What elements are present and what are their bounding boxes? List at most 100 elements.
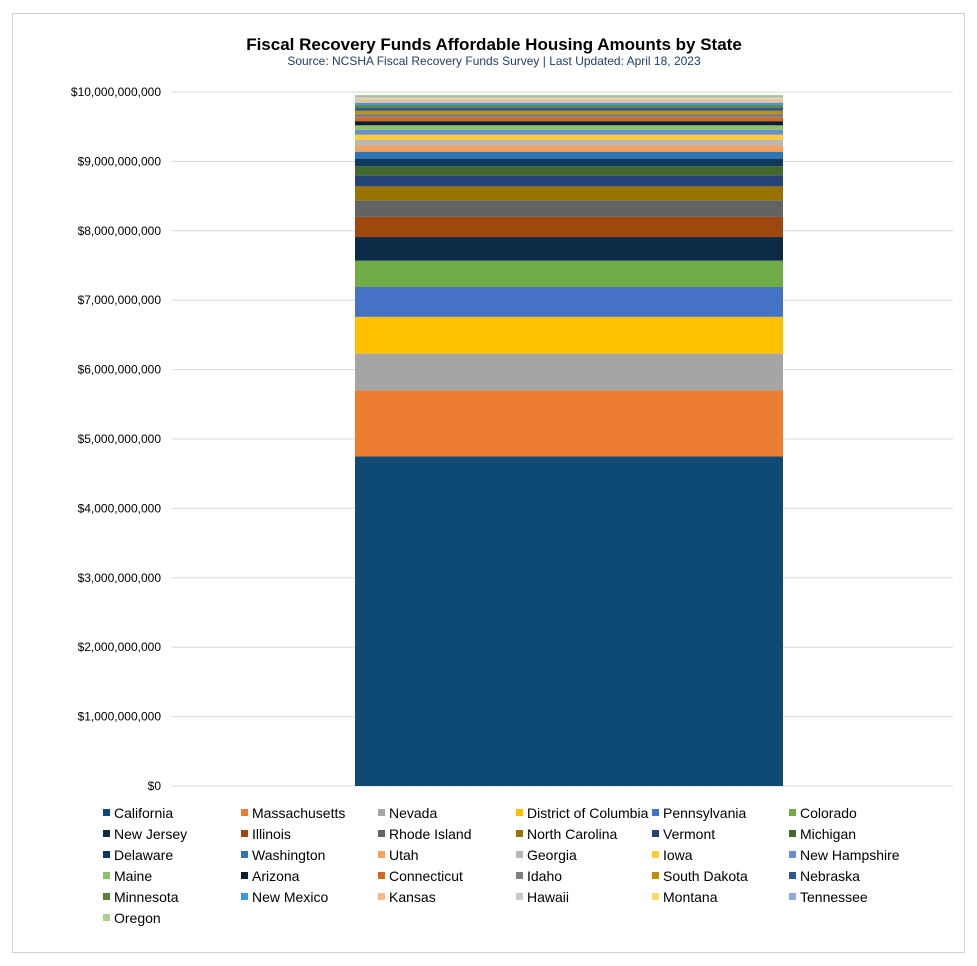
bar-segment-washington [355,151,783,159]
bar-segment-massachusetts [355,390,783,457]
legend-label: South Dakota [663,868,748,884]
legend-label: Iowa [663,847,693,863]
legend-label: Maine [114,868,152,884]
legend-swatch [103,872,110,879]
legend-label: Colorado [800,805,857,821]
legend-label: Rhode Island [389,826,472,842]
bar-segment-idaho [355,113,783,118]
y-tick-label: $10,000,000,000 [71,85,161,99]
bar-segment-montana [355,97,783,99]
legend-label: New Jersey [114,826,187,842]
y-tick-label: $5,000,000,000 [78,432,162,446]
bar-segment-iowa [355,134,783,140]
legend-swatch [103,893,110,900]
legend-label: Kansas [389,889,436,905]
bar-segment-arizona [355,121,783,126]
legend-label: Vermont [663,826,715,842]
bar-segment-district-of-columbia [355,316,783,354]
legend-swatch [516,893,523,900]
legend-label: North Carolina [527,826,617,842]
legend-label: Nebraska [800,868,860,884]
chart-subtitle: Source: NCSHA Fiscal Recovery Funds Surv… [287,54,701,68]
y-axis-ticks: $0 $1,000,000,000 $2,000,000,000 $3,000,000… [71,85,161,793]
y-tick-label: $4,000,000,000 [78,501,162,515]
legend-label: Minnesota [114,889,179,905]
y-tick-label: $7,000,000,000 [78,293,162,307]
legend-label: Washington [252,847,325,863]
bar-segment-new-hampshire [355,129,783,135]
legend-label: District of Columbia [527,805,649,821]
legend-swatch [652,830,659,837]
legend: California Massachusetts Nevada District of… [103,805,900,926]
legend-swatch [103,914,110,921]
legend-swatch [241,893,248,900]
bar-segment-vermont [355,175,783,187]
legend-label: Massachusetts [252,805,345,821]
legend-swatch [241,872,248,879]
bar-segment-hawaii [355,98,783,101]
legend-swatch [103,830,110,837]
legend-label: Idaho [527,868,562,884]
legend-swatch [378,851,385,858]
y-tick-label: $2,000,000,000 [78,640,162,654]
y-tick-label: $9,000,000,000 [78,154,162,168]
bar-segment-pennsylvania [355,287,783,317]
legend-label: Oregon [114,910,161,926]
bar-segment-california [355,456,783,786]
bar-segment-connecticut [355,117,783,122]
legend-swatch [789,872,796,879]
legend-swatch [241,851,248,858]
legend-label: California [114,805,173,821]
legend-swatch [378,893,385,900]
legend-label: Pennsylvania [663,805,746,821]
legend-swatch [652,851,659,858]
legend-label: Utah [389,847,419,863]
legend-label: Nevada [389,805,437,821]
legend-swatch [652,893,659,900]
legend-swatch [789,851,796,858]
bar-segment-nevada [355,353,783,391]
legend-swatch [241,830,248,837]
legend-label: Tennessee [800,889,868,905]
legend-swatch [516,851,523,858]
legend-swatch [789,830,796,837]
y-tick-label: $8,000,000,000 [78,224,162,238]
legend-swatch [378,872,385,879]
bar-segment-minnesota [355,105,783,108]
legend-swatch [652,872,659,879]
bar-segment-new-jersey [355,237,783,261]
y-tick-label: $1,000,000,000 [78,710,162,724]
legend-label: Hawaii [527,889,569,905]
legend-label: New Hampshire [800,847,900,863]
legend-swatch [516,809,523,816]
legend-swatch [516,830,523,837]
bar-segment-maine [355,125,783,130]
y-tick-label: $3,000,000,000 [78,571,162,585]
bar-segment-utah [355,145,783,152]
legend-label: Connecticut [389,868,463,884]
legend-swatch [516,872,523,879]
bar-segment-north-carolina [355,186,783,201]
bar-segment-oregon [355,95,783,97]
bar-segment-nebraska [355,107,783,111]
bar-segment-tennessee [355,96,783,98]
bar-segment-south-dakota [355,110,783,114]
bar-segment-illinois [355,216,783,238]
bar-segment-kansas [355,100,783,103]
legend-label: Michigan [800,826,856,842]
legend-label: Georgia [527,847,577,863]
bar-segment-colorado [355,260,783,288]
bar-segment-michigan [355,166,783,176]
legend-swatch [103,809,110,816]
legend-label: Delaware [114,847,173,863]
legend-label: Arizona [252,868,300,884]
legend-swatch [378,830,385,837]
y-tick-label: $6,000,000,000 [78,363,162,377]
legend-label: Illinois [252,826,291,842]
legend-label: Montana [663,889,718,905]
bar-segment-delaware [355,158,783,167]
chart-frame [12,13,965,953]
legend-label: New Mexico [252,889,328,905]
y-tick-label: $0 [148,779,162,793]
